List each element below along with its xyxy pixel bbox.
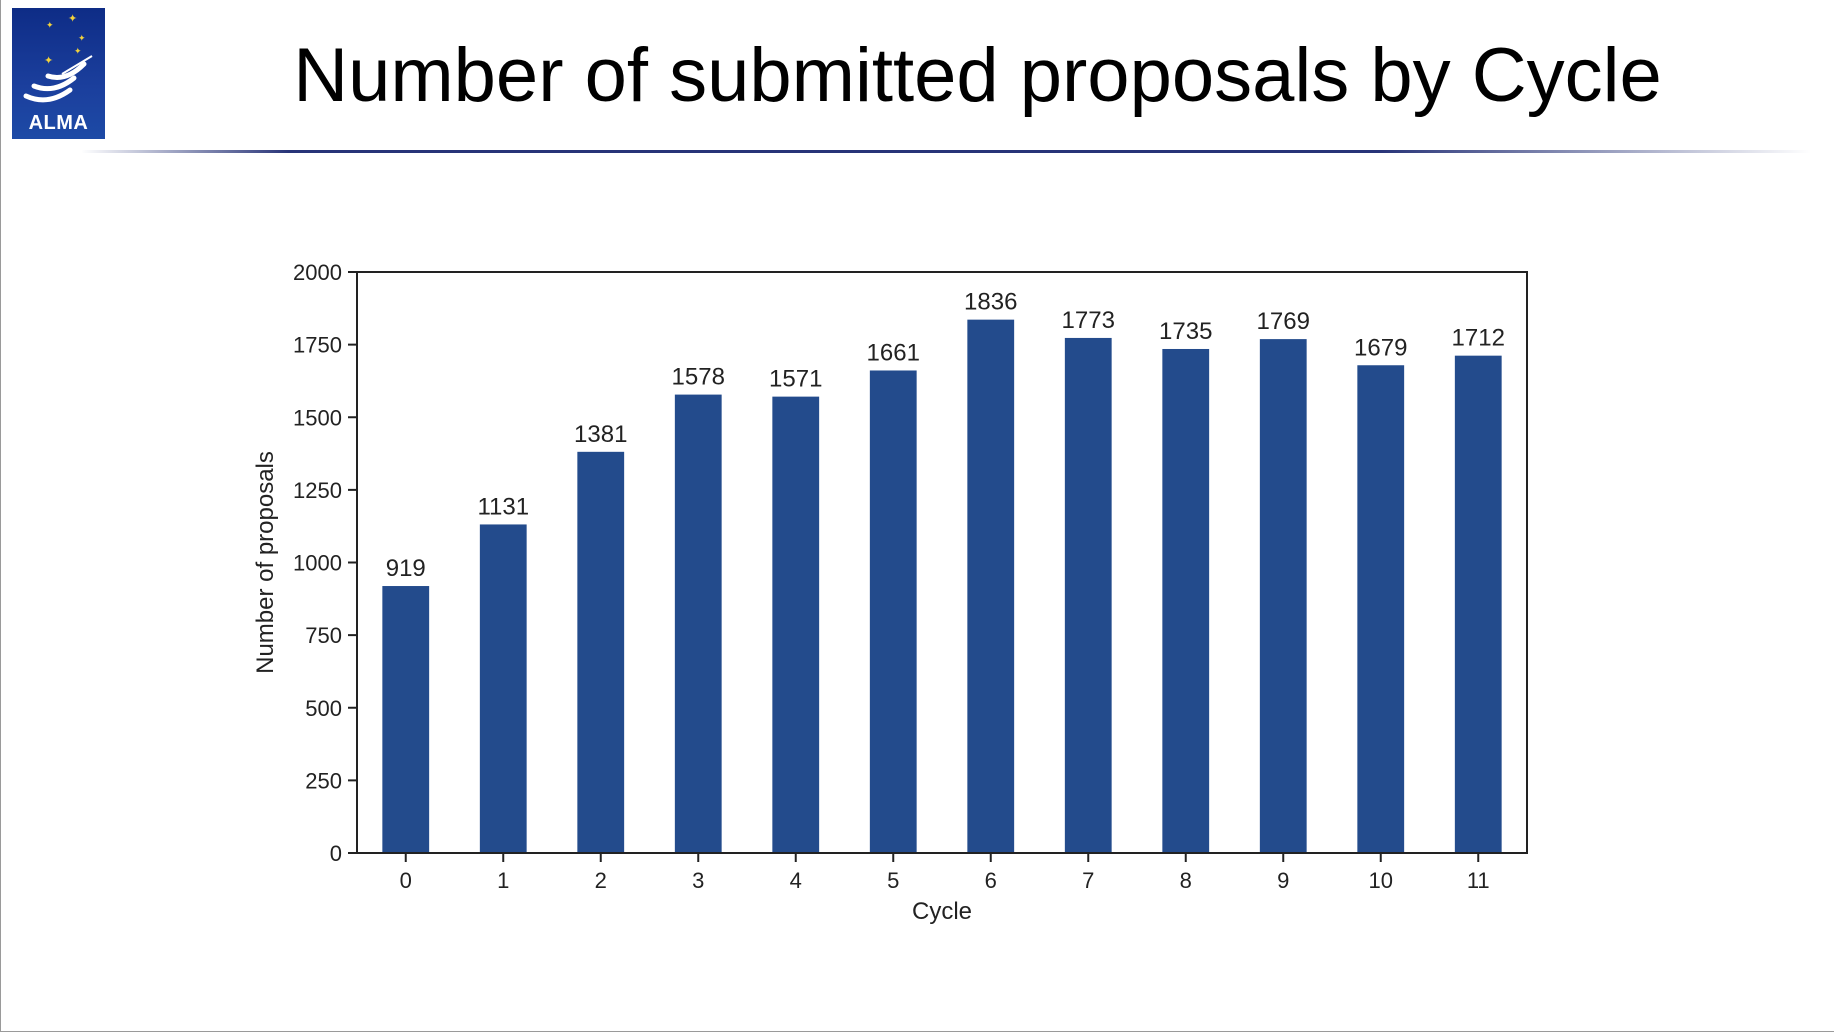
y-tick-label: 250	[305, 768, 342, 793]
bar-cycle-11	[1454, 355, 1502, 853]
svg-text:✦: ✦	[78, 34, 86, 44]
y-tick-label: 1750	[293, 333, 342, 358]
y-axis: 0 250 500 750 1000 1250 1500 1750 2000	[293, 260, 357, 866]
title-divider	[81, 150, 1811, 153]
x-tick-label: 5	[887, 868, 899, 893]
bar-cycle-2	[577, 451, 625, 853]
y-axis-label: Number of proposals	[252, 451, 279, 674]
data-label: 1735	[1159, 318, 1212, 345]
plot-frame	[356, 271, 1528, 854]
x-tick-label: 4	[790, 868, 802, 893]
bar-cycle-6	[967, 319, 1015, 854]
x-tick-label: 10	[1369, 868, 1393, 893]
x-tick-label: 2	[595, 868, 607, 893]
data-label: 1769	[1257, 308, 1310, 335]
data-label: 1679	[1354, 334, 1407, 361]
svg-text:✦: ✦	[74, 47, 82, 57]
x-tick-label: 11	[1467, 868, 1490, 893]
x-axis: 0 1 2 3 4 5 6 7 8 9 10 11	[400, 853, 1490, 893]
data-label: 1712	[1452, 325, 1505, 352]
bar-cycle-10	[1357, 365, 1405, 853]
bar-cycle-7	[1064, 337, 1112, 854]
data-label: 919	[386, 555, 426, 582]
data-label: 1381	[574, 421, 627, 448]
y-tick-label: 500	[305, 696, 342, 721]
bar-cycle-8	[1162, 348, 1210, 853]
bar-cycle-3	[674, 394, 722, 853]
x-tick-label: 9	[1277, 868, 1289, 893]
svg-text:✦: ✦	[44, 54, 53, 67]
data-label: 1661	[867, 339, 920, 366]
bar-cycle-0	[382, 586, 430, 853]
alma-antenna-logo-icon: ✦ ✦ ✦ ✦ ✦	[23, 12, 93, 103]
svg-text:✦: ✦	[68, 12, 77, 25]
page-title: Number of submitted proposals by Cycle	[293, 33, 1662, 118]
bar-cycle-4	[772, 396, 820, 853]
logo-text: ALMA	[28, 112, 89, 134]
x-tick-label: 3	[692, 868, 704, 893]
data-labels-layer: 919 1131 1381 1578 1571 1661 1836 1773 1735 1769 1…	[386, 289, 1505, 582]
y-tick-label: 1000	[293, 551, 342, 576]
data-label: 1836	[964, 289, 1017, 316]
bar-cycle-9	[1259, 339, 1307, 854]
x-axis-label: Cycle	[912, 898, 972, 925]
bar-cycle-5	[869, 370, 917, 853]
y-tick-label: 2000	[293, 260, 342, 285]
data-label: 1131	[477, 493, 529, 520]
x-tick-label: 8	[1180, 868, 1192, 893]
y-tick-label: 750	[305, 623, 342, 648]
y-tick-label: 1500	[293, 405, 342, 430]
bars-layer	[382, 319, 1502, 854]
bar-cycle-1	[479, 524, 527, 853]
y-tick-label: 1250	[293, 478, 342, 503]
data-label: 1571	[769, 366, 822, 393]
x-tick-label: 1	[497, 868, 509, 893]
y-tick-label: 0	[330, 841, 342, 866]
svg-text:✦: ✦	[46, 21, 54, 31]
data-label: 1578	[672, 364, 725, 391]
x-tick-label: 7	[1082, 868, 1094, 893]
alma-logo: ✦ ✦ ✦ ✦ ✦ ALMA	[12, 8, 105, 139]
x-tick-label: 6	[985, 868, 997, 893]
data-label: 1773	[1062, 307, 1115, 334]
x-tick-label: 0	[400, 868, 412, 893]
